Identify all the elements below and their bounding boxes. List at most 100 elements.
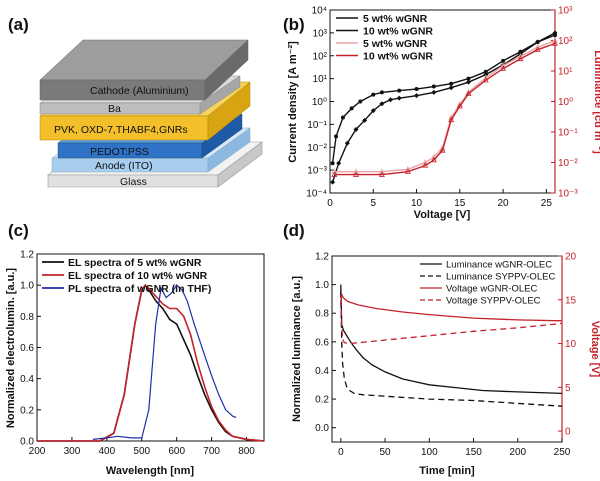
panel-b-xtick-label: 20: [498, 198, 510, 209]
panel-d-series-1-line: [340, 291, 563, 407]
panel-b-ytick-label: 10²: [313, 51, 328, 62]
panel-c-ytick-label: 1.0: [20, 281, 34, 292]
panel-b-ytick-label: 10⁻⁴: [306, 189, 327, 200]
panel-c-xtick-label: 400: [99, 446, 116, 457]
panel-d-xtick-label: 50: [380, 447, 392, 458]
panel-c-series-2-line: [92, 284, 237, 440]
panel-c-legend-entry: PL spectra of wGNR (in THF): [68, 283, 211, 295]
layer-anode-text: Anode (ITO): [95, 160, 153, 172]
panel-d-legend-entry: Luminance wGNR-OLEC: [446, 260, 552, 271]
panel-b: (b) 0 5 10 15 20 25 10⁻⁴ 10⁻³ 10⁻² 10⁻¹ 10⁰ 10¹ 10² 1…: [283, 6, 600, 222]
layer-ba-text: Ba: [108, 103, 121, 115]
panel-b-series-3-line: [334, 42, 556, 176]
panel-b-series-0-point: [344, 140, 350, 146]
panel-b-series-0-point: [362, 117, 368, 123]
panel-c-ytick-label: 0.4: [20, 374, 34, 385]
panel-b-xlabel: Voltage [V]: [414, 209, 471, 221]
panel-b-xtick-label: 10: [411, 198, 423, 209]
panel-b-series-3-point: [482, 76, 489, 83]
panel-b-xtick-label: 15: [454, 198, 466, 209]
panel-c-legend-entry: EL spectra of 5 wt% wGNR: [68, 257, 202, 269]
panel-b-series-1-point: [553, 33, 557, 38]
panel-d-legend-entry: Voltage SYPPV-OLEC: [446, 296, 541, 307]
panel-b-y2tick-label: 10⁰: [558, 97, 573, 108]
panel-c-ytick-label: 0.8: [20, 312, 34, 323]
panel-b-series-2-point: [500, 62, 507, 68]
layer-pedot-text: PEDOT:PSS: [90, 146, 149, 158]
panel-b-series-2-point: [422, 159, 429, 165]
panel-d-legend-entry: Voltage wGNR-OLEC: [446, 284, 537, 295]
panel-a-label: (a): [8, 15, 29, 34]
panel-d-y2tick-label: 0: [565, 427, 571, 438]
panel-b-series-1-point: [414, 87, 419, 92]
panel-d-xlabel: Time [min]: [419, 465, 475, 477]
panel-b-ytick-label: 10¹: [313, 74, 328, 85]
panel-c-xtick-label: 200: [29, 446, 46, 457]
panel-b-series-1-point: [334, 134, 339, 139]
layer-cathode: Cathode (Aluminium): [39, 39, 249, 101]
panel-b-series-3-point: [534, 46, 541, 52]
panel-d-y2tick-label: 15: [565, 295, 577, 306]
panel-b-legend-entry: 10 wt% wGNR: [363, 51, 433, 63]
panel-b-series-1-point: [397, 88, 402, 93]
panel-b-series-3-point: [331, 171, 338, 177]
panel-b-series-3-point: [352, 171, 359, 177]
panel-b-series-1-point: [483, 69, 488, 74]
panel-b-y2tick-label: 10⁻²: [558, 158, 578, 169]
panel-b-ytick-label: 10⁰: [312, 97, 327, 108]
panel-b-series-3-point: [552, 40, 558, 46]
panel-d-y2tick-label: 20: [565, 252, 577, 263]
panel-a: (a) Glass Anode (ITO) PEDOT:PSS PVK,: [8, 15, 263, 188]
panel-b-series-1-point: [466, 76, 471, 81]
panel-d-ytick-label: 0.0: [315, 423, 329, 434]
panel-b-series-1-point: [449, 81, 454, 86]
panel-b-series-1-point: [518, 49, 523, 54]
panel-c-label: (c): [8, 221, 29, 240]
panel-c-xtick-label: 300: [64, 446, 81, 457]
panel-b-series-0-point: [465, 79, 471, 85]
panel-d-xtick-label: 150: [465, 447, 482, 458]
panel-c-xtick-label: 500: [133, 446, 150, 457]
panel-b-series-0-point: [414, 93, 420, 99]
panel-b-legend-entry: 10 wt% wGNR: [363, 26, 433, 38]
panel-b-series-1-point: [535, 39, 540, 44]
panel-b-series-0-point: [370, 108, 376, 114]
panel-b-series-2-point: [430, 153, 437, 160]
panel-b-series-3-point: [500, 65, 507, 71]
layer-emissive-text: PVK, OXD-7,THABF4,GNRs: [54, 124, 188, 136]
panel-b-series-1-point: [431, 84, 436, 89]
panel-d-y2tick-label: 5: [565, 383, 571, 394]
panel-c-xtick-label: 800: [238, 446, 255, 457]
panel-b-series-0-point: [336, 160, 342, 166]
panel-d-series-0-line: [340, 284, 563, 395]
layer-glass-text: Glass: [120, 176, 147, 188]
panel-b-series-2-point: [352, 168, 359, 174]
panel-b-ytick-label: 10⁻¹: [307, 120, 327, 131]
layer-cathode-text: Cathode (Aluminium): [90, 85, 189, 97]
panel-b-series-1-point: [349, 106, 354, 111]
panel-b-ytick-label: 10³: [313, 28, 328, 39]
panel-b-y2tick-label: 10¹: [558, 67, 573, 78]
panel-d-y2tick-label: 10: [565, 339, 577, 350]
panel-b-series-0-line: [331, 32, 556, 183]
panel-b-series-1-point: [501, 58, 506, 63]
panel-b-ytick-label: 10⁻³: [307, 166, 327, 177]
panel-d-legend-entry: Luminance SYPPV-OLEC: [446, 272, 555, 283]
panel-d-xtick-label: 100: [421, 447, 438, 458]
panel-b-series-1-point: [379, 90, 384, 95]
panel-b-series-0-point: [388, 97, 394, 103]
panel-d-ytick-label: 0.8: [315, 309, 329, 320]
panel-d-ytick-label: 0.2: [315, 395, 329, 406]
panel-b-legend-entry: 5 wt% wGNR: [363, 13, 428, 25]
panel-b-series-0-point: [353, 126, 359, 132]
panel-b-series-3-point: [422, 162, 429, 168]
panel-d-ytick-label: 1.2: [315, 252, 329, 263]
panel-b-series-0-point: [431, 89, 437, 95]
panel-d-ytick-label: 0.6: [315, 337, 329, 348]
panel-b-series-3-point: [465, 90, 472, 96]
panel-b-series-2-point: [331, 168, 338, 174]
panel-b-series-1-point: [358, 99, 363, 104]
